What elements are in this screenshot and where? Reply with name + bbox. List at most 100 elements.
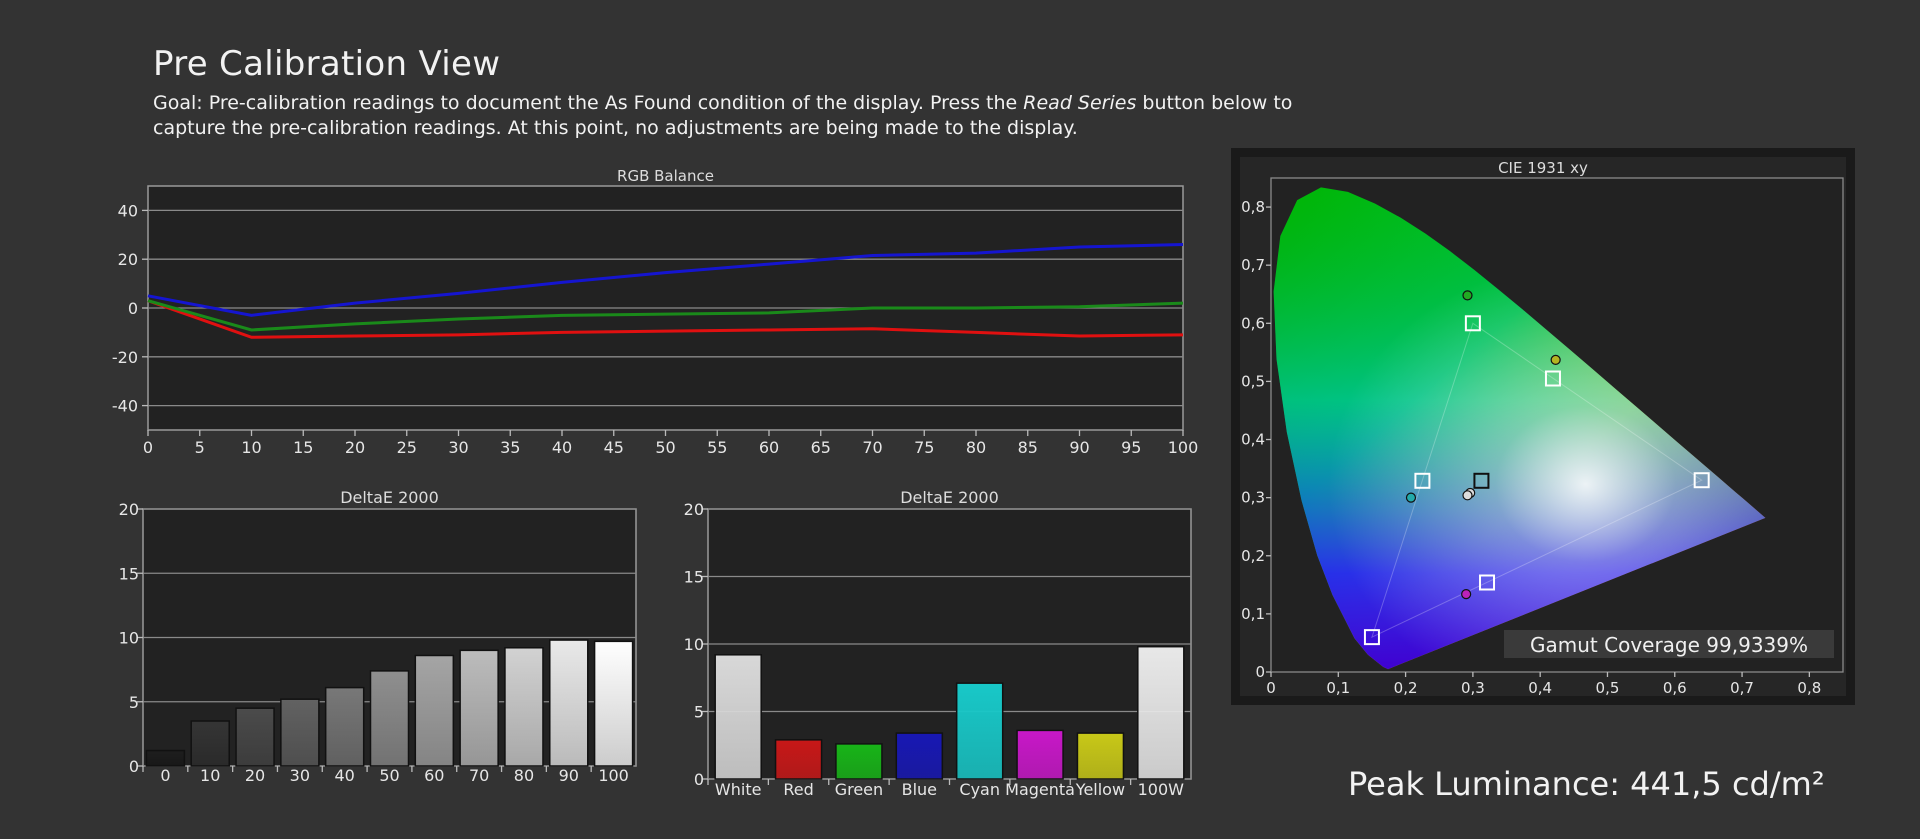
cie-title: CIE 1931 xy <box>1498 159 1588 177</box>
rgb-xtick-label: 65 <box>811 438 831 457</box>
deltae-colors-bar <box>955 682 1004 780</box>
deltae-colors-bar <box>714 654 762 780</box>
deltae-colors-bar <box>1016 729 1064 780</box>
rgb-ytick-label: 20 <box>118 250 138 269</box>
cie-xtick-label: 0,7 <box>1730 679 1754 697</box>
rgb-xtick-label: 85 <box>1018 438 1038 457</box>
rgb-xtick-label: 55 <box>707 438 727 457</box>
cie-ytick-label: 0 <box>1255 663 1265 681</box>
cie-measured-magenta <box>1461 589 1472 600</box>
cie-ytick-label: 0,4 <box>1241 431 1265 449</box>
cie-xtick-label: 0,5 <box>1596 679 1620 697</box>
deltae-colors-ytick-label: 0 <box>694 770 704 789</box>
deltae-grayscale-ytick-label: 5 <box>129 693 139 712</box>
gamut-coverage-box <box>1504 630 1834 658</box>
deltae-colors-bar <box>895 732 944 780</box>
deltae-grayscale-title: DeltaE 2000 <box>340 488 439 507</box>
deltae-grayscale-ytick-label: 0 <box>129 757 139 776</box>
deltae-colors-ytick-label: 10 <box>684 635 704 654</box>
rgb-xtick-label: 0 <box>143 438 153 457</box>
rgb-xtick-label: 70 <box>862 438 882 457</box>
deltae-grayscale-bar <box>459 649 499 767</box>
cie-ytick-label: 0,2 <box>1241 547 1265 565</box>
peak-luminance: Peak Luminance: 441,5 cd/m² <box>1348 765 1825 803</box>
deltae-grayscale-xtick-label: 90 <box>559 766 579 785</box>
deltae-grayscale-bar <box>593 640 634 767</box>
rgb-xtick-label: 30 <box>448 438 468 457</box>
rgb-xtick-label: 45 <box>604 438 624 457</box>
deltae-grayscale-xtick-label: 40 <box>335 766 355 785</box>
rgb-xtick-label: 5 <box>195 438 205 457</box>
cie-ytick-label: 0,7 <box>1241 256 1265 274</box>
cie-xtick-label: 0 <box>1266 679 1276 697</box>
deltae-grayscale-xtick-label: 0 <box>160 766 170 785</box>
deltae-colors-xtick-label: Yellow <box>1075 780 1125 799</box>
rgb-series-line-2 <box>147 243 1184 317</box>
rgb-xtick-label: 60 <box>759 438 779 457</box>
deltae-grayscale-bar <box>369 670 410 767</box>
deltae-grayscale-xtick-label: 70 <box>469 766 489 785</box>
deltae-colors-ytick-label: 5 <box>694 703 704 722</box>
deltae-colors-xtick-label: Red <box>783 780 813 799</box>
deltae-colors-ytick-label: 15 <box>684 568 704 587</box>
goal-suffix: button below to capture the pre-calibrat… <box>153 92 1293 139</box>
deltae-grayscale-xtick-label: 100 <box>598 766 629 785</box>
goal-emphasis: Read Series <box>1023 92 1137 114</box>
rgb-xtick-label: 40 <box>552 438 572 457</box>
rgb-ytick-label: -40 <box>112 397 138 416</box>
deltae-grayscale-bar <box>549 639 589 767</box>
cie-xtick-label: 0,8 <box>1797 679 1821 697</box>
rgb-xtick-label: 90 <box>1069 438 1089 457</box>
deltae-grayscale-bar <box>235 707 275 767</box>
deltae-grayscale-xtick-label: 30 <box>290 766 310 785</box>
deltae-grayscale-ytick-label: 10 <box>119 629 139 648</box>
deltae-colors-bar <box>774 739 823 780</box>
rgb-xtick-label: 95 <box>1121 438 1141 457</box>
rgb-xtick-label: 10 <box>241 438 261 457</box>
rgb-ytick-label: 40 <box>118 201 138 220</box>
deltae-colors-xtick-label: Blue <box>902 780 937 799</box>
deltae-grayscale-bar <box>190 720 230 767</box>
rgb-xtick-label: 35 <box>500 438 520 457</box>
goal-description: Goal: Pre-calibration readings to docume… <box>153 91 1303 141</box>
deltae-grayscale-bar <box>324 686 365 767</box>
rgb-balance-title: RGB Balance <box>617 167 714 185</box>
cie-ytick-label: 0,3 <box>1241 489 1265 507</box>
cie-measured-white-b <box>1462 490 1473 501</box>
goal-prefix: Goal: Pre-calibration readings to docume… <box>153 92 1024 114</box>
rgb-series-line-0 <box>147 299 1184 339</box>
page-title: Pre Calibration View <box>153 44 501 84</box>
cie-ytick-label: 0,6 <box>1241 314 1265 332</box>
cie-xtick-label: 0,6 <box>1663 679 1687 697</box>
deltae-colors-bar <box>1137 645 1185 780</box>
deltae-colors-bar <box>1076 732 1125 780</box>
deltae-grayscale-bar <box>280 698 320 767</box>
cie-measured-yellow <box>1550 354 1561 366</box>
cie-measured-cyan <box>1405 492 1417 503</box>
cie-gamut-triangle <box>1371 322 1703 639</box>
rgb-series-line-1 <box>147 299 1184 332</box>
cie-target-white <box>1473 472 1490 489</box>
deltae-colors-ytick-label: 20 <box>684 500 704 519</box>
cie-target-green <box>1464 315 1481 332</box>
cie-target-red <box>1693 472 1710 489</box>
gamut-coverage-label: Gamut Coverage 99,9339% <box>1530 633 1808 657</box>
deltae-colors-xtick-label: Green <box>835 780 883 799</box>
cie-ytick-label: 0,8 <box>1241 198 1265 216</box>
deltae-grayscale-bar <box>145 749 186 767</box>
rgb-xtick-label: 15 <box>293 438 313 457</box>
cie-xtick-label: 0,3 <box>1461 679 1485 697</box>
rgb-ytick-label: -20 <box>112 348 138 367</box>
rgb-xtick-label: 100 <box>1168 438 1199 457</box>
deltae-colors-xtick-label: Magenta <box>1005 780 1075 799</box>
cie-target-magenta <box>1479 574 1496 591</box>
deltae-grayscale-xtick-label: 10 <box>200 766 220 785</box>
deltae-colors-xtick-label: White <box>715 780 762 799</box>
deltae-grayscale-xtick-label: 60 <box>424 766 444 785</box>
cie-measured-green <box>1462 290 1473 301</box>
cie-target-yellow <box>1544 370 1561 387</box>
rgb-xtick-label: 25 <box>397 438 417 457</box>
cie-target-blue <box>1363 629 1380 646</box>
deltae-colors-title: DeltaE 2000 <box>900 488 999 507</box>
